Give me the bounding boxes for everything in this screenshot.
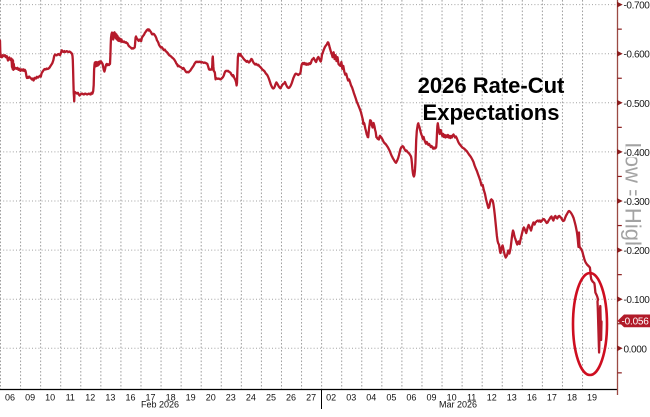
svg-text:27: 27	[306, 392, 316, 402]
svg-text:12: 12	[487, 392, 497, 402]
svg-text:-0.056: -0.056	[622, 316, 650, 327]
svg-text:04: 04	[366, 392, 376, 402]
svg-text:-0.200: -0.200	[624, 246, 650, 257]
svg-text:10: 10	[45, 392, 55, 402]
svg-text:16: 16	[527, 392, 537, 402]
svg-text:23: 23	[226, 392, 236, 402]
svg-text:11: 11	[66, 392, 75, 402]
svg-text:0.000: 0.000	[624, 344, 648, 355]
svg-text:12: 12	[85, 392, 95, 402]
svg-text:26: 26	[286, 392, 296, 402]
svg-text:-0.600: -0.600	[624, 50, 650, 61]
svg-text:-0.400: -0.400	[624, 148, 650, 159]
svg-text:2026 Rate-Cut: 2026 Rate-Cut	[418, 73, 565, 98]
svg-text:-0.700: -0.700	[624, 1, 650, 12]
svg-text:-0.500: -0.500	[624, 99, 650, 110]
svg-text:Feb 2026: Feb 2026	[141, 400, 179, 410]
svg-text:24: 24	[246, 392, 256, 402]
svg-text:16: 16	[125, 392, 135, 402]
svg-text:02: 02	[326, 392, 336, 402]
svg-text:18: 18	[567, 392, 577, 402]
svg-text:-0.300: -0.300	[624, 197, 650, 208]
svg-text:20: 20	[206, 392, 216, 402]
svg-text:-0.100: -0.100	[624, 295, 650, 306]
svg-text:09: 09	[25, 392, 35, 402]
svg-text:25: 25	[266, 392, 276, 402]
svg-text:Expectations: Expectations	[423, 100, 560, 125]
svg-text:13: 13	[507, 392, 517, 402]
svg-text:06: 06	[406, 392, 416, 402]
svg-text:Mar 2026: Mar 2026	[439, 400, 477, 410]
svg-text:06: 06	[5, 392, 15, 402]
svg-text:17: 17	[547, 392, 557, 402]
svg-text:19: 19	[587, 392, 597, 402]
svg-text:03: 03	[346, 392, 356, 402]
svg-text:09: 09	[427, 392, 437, 402]
svg-text:19: 19	[186, 392, 196, 402]
svg-text:05: 05	[386, 392, 396, 402]
svg-text:13: 13	[105, 392, 115, 402]
